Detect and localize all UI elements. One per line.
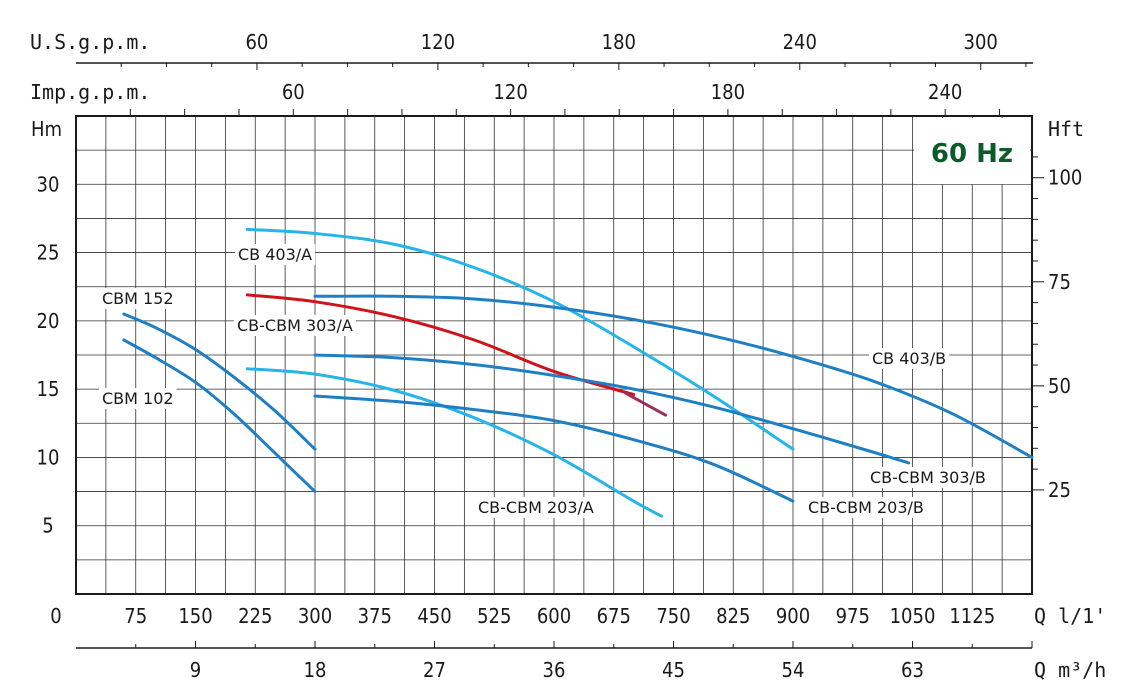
label-cbm-152: CBM 152: [102, 289, 174, 308]
usgpm-tick-label: 180: [602, 30, 636, 54]
hft-tick-label: 25: [1048, 478, 1071, 502]
m3h-unit-label: Q m³/h: [1034, 658, 1106, 682]
usgpm-tick-label: 240: [783, 30, 817, 54]
label-bg: [99, 288, 177, 309]
label-cb-cbm-203-b: CB-CBM 203/B: [808, 498, 924, 517]
curve-labels: CBM 152 CBM 102 CB 403/A CB-CBM 303/A CB 403…: [99, 244, 989, 518]
hm-tick-label: 5: [42, 514, 53, 538]
lmin-tick-label: 0: [50, 604, 61, 628]
curve-cb-cbm-303-a-tail: [624, 391, 667, 417]
series-group: [122, 227, 1034, 518]
label-bg: [867, 467, 989, 488]
curve-cb-cbm-203-b: [313, 394, 795, 503]
label-bg: [235, 244, 316, 265]
lmin-tick-label: 450: [417, 604, 451, 628]
m3h-tick-label: 45: [662, 658, 685, 682]
curve-cb-403-b: [313, 294, 1034, 459]
curve-cb-cbm-303-b: [313, 353, 910, 465]
label-cb-403-b: CB 403/B: [872, 349, 946, 368]
label-bg: [234, 315, 356, 336]
impgpm-tick-label: 120: [493, 80, 527, 104]
lmin-tick-label: 825: [716, 604, 750, 628]
impgpm-tick-label: 240: [928, 80, 962, 104]
impgpm-unit-label: Imp.g.p.m.: [30, 80, 150, 104]
lmin-tick-label: 225: [238, 604, 272, 628]
m3h-tick-label: 63: [901, 658, 924, 682]
lmin-tick-label: 525: [477, 604, 511, 628]
label-cb-cbm-303-b: CB-CBM 303/B: [870, 468, 986, 487]
hft-tick-label: 75: [1048, 270, 1071, 294]
lmin-tick-label: 375: [358, 604, 392, 628]
impgpm-tick-label: 180: [711, 80, 745, 104]
usgpm-unit-label: U.S.g.p.m.: [30, 30, 150, 54]
lmin-unit-label: Q l/1': [1034, 604, 1106, 628]
label-bg: [99, 388, 177, 409]
label-cb-403-a: CB 403/A: [238, 245, 312, 264]
hm-tick-label: 15: [37, 377, 60, 401]
label-bg: [475, 497, 597, 518]
plot-frame: [75, 115, 1033, 595]
badge-text: 60 Hz: [931, 139, 1013, 169]
lmin-tick-label: 600: [537, 604, 571, 628]
label-cb-cbm-203-a: CB-CBM 203/A: [478, 498, 594, 517]
m3h-tick-label: 36: [543, 658, 566, 682]
lmin-tick-label: 900: [776, 604, 810, 628]
usgpm-tick-label: 60: [245, 30, 268, 54]
curve-cbm-152: [122, 312, 317, 451]
m3h-tick-label: 18: [304, 658, 327, 682]
hm-tick-label: 10: [37, 445, 60, 469]
label-cb-cbm-303-a: CB-CBM 303/A: [237, 316, 353, 335]
hm-unit-label: Hm: [31, 117, 62, 141]
hft-tick-label: 100: [1048, 166, 1082, 190]
label-bg: [805, 497, 927, 518]
hm-tick-label: 25: [37, 241, 60, 265]
lmin-tick-label: 750: [656, 604, 690, 628]
frequency-badge: 60 Hz: [914, 118, 1030, 184]
grid: [75, 115, 1033, 595]
label-bg: [869, 348, 950, 369]
lmin-tick-label: 1125: [949, 604, 995, 628]
impgpm-tick-label: 60: [282, 80, 305, 104]
lmin-tick-label: 675: [597, 604, 631, 628]
label-cbm-102: CBM 102: [102, 389, 174, 408]
m3h-tick-label: 27: [423, 658, 446, 682]
hm-tick-label: 30: [37, 172, 60, 196]
m3h-tick-label: 9: [190, 658, 201, 682]
hft-tick-label: 50: [1048, 374, 1071, 398]
lmin-tick-label: 150: [178, 604, 212, 628]
hft-unit-label: Hft: [1048, 117, 1084, 141]
curve-cbm-102: [122, 338, 317, 494]
curve-cb-cbm-203-a: [245, 367, 664, 518]
lmin-tick-label: 975: [836, 604, 870, 628]
hm-tick-label: 20: [37, 309, 60, 333]
m3h-tick-label: 54: [782, 658, 805, 682]
curve-cb-cbm-303-a: [245, 293, 636, 397]
usgpm-tick-label: 300: [964, 30, 998, 54]
usgpm-tick-label: 120: [421, 30, 455, 54]
lmin-tick-label: 300: [298, 604, 332, 628]
lmin-tick-label: 75: [124, 604, 147, 628]
lmin-tick-label: 1050: [890, 604, 936, 628]
curve-cb-403-a: [245, 227, 795, 451]
